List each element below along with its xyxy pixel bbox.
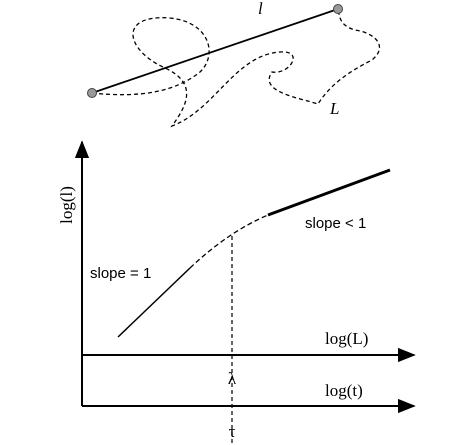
curved-label: L xyxy=(329,99,339,118)
walk-illustration: l L xyxy=(87,0,380,128)
endpoint xyxy=(87,88,97,98)
x2-axis-label: log(t) xyxy=(325,381,363,400)
slope-one-segment xyxy=(117,267,191,338)
straight-label: l xyxy=(258,0,263,18)
straight-path xyxy=(91,8,339,94)
lambda-label: λ xyxy=(228,369,237,388)
saturated-segment xyxy=(267,168,391,217)
slope-low-label: slope = 1 xyxy=(90,265,151,282)
curved-path xyxy=(91,8,380,128)
x1-axis-label: log(L) xyxy=(325,329,368,348)
y-axis-label: log(l) xyxy=(57,186,76,224)
slope-high-label: slope < 1 xyxy=(305,215,366,232)
tau-label: τ xyxy=(229,422,236,441)
endpoint xyxy=(333,4,343,14)
crossover-segment xyxy=(189,214,269,269)
